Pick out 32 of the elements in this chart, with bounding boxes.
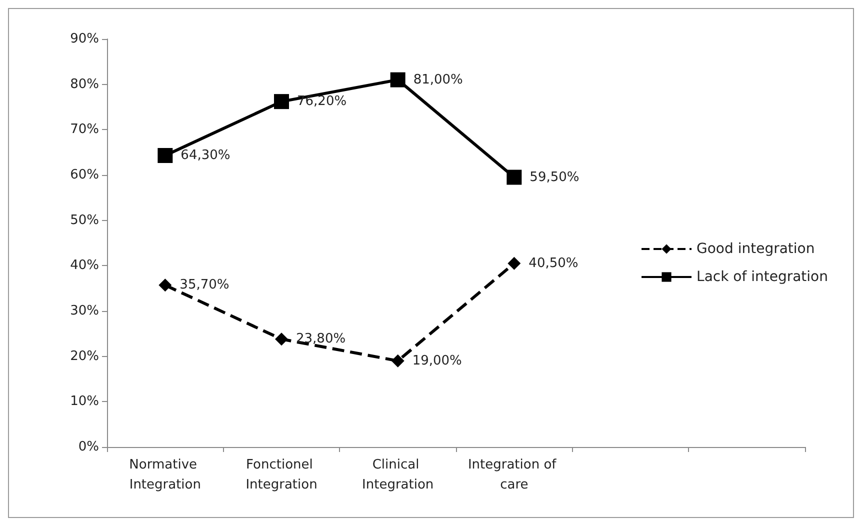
- data-label: 59,50%: [530, 170, 580, 185]
- y-tick-label: 0%: [78, 440, 99, 454]
- y-tick-label: 50%: [70, 212, 99, 228]
- legend-label: Good integration: [696, 241, 815, 257]
- point: [506, 170, 522, 185]
- y-tick-label: 60%: [70, 168, 99, 182]
- data-label: 19,00%: [412, 353, 462, 368]
- data-label: 23,80%: [296, 332, 346, 347]
- x-tick-label: Clinical Integration: [362, 458, 434, 492]
- point: [390, 72, 406, 88]
- y-tick-label: 10%: [70, 394, 99, 410]
- data-label: 40,50%: [528, 256, 578, 271]
- point: [274, 94, 289, 110]
- y-tick-label: 80%: [70, 76, 99, 92]
- y-tick-label: 30%: [70, 304, 99, 318]
- data-label: 35,70%: [180, 278, 230, 293]
- data-label: 64,30%: [180, 148, 230, 164]
- x-tick-label: Fonctionel Integration: [246, 458, 318, 492]
- y-tick-label: 40%: [70, 258, 99, 274]
- point: [158, 148, 173, 164]
- x-tick-label: Integration of care: [468, 458, 560, 492]
- y-tick-label: 70%: [70, 122, 99, 138]
- y-tick-label: 90%: [70, 32, 99, 46]
- point: [158, 278, 172, 292]
- data-label: 81,00%: [413, 72, 463, 88]
- point: [508, 256, 521, 270]
- legend-label: Lack of integration: [696, 269, 828, 285]
- data-label: 76,20%: [297, 94, 347, 110]
- x-tick-label: Normative Integration: [129, 458, 202, 492]
- point: [275, 332, 288, 346]
- point: [391, 354, 404, 368]
- y-tick-label: 20%: [70, 348, 99, 364]
